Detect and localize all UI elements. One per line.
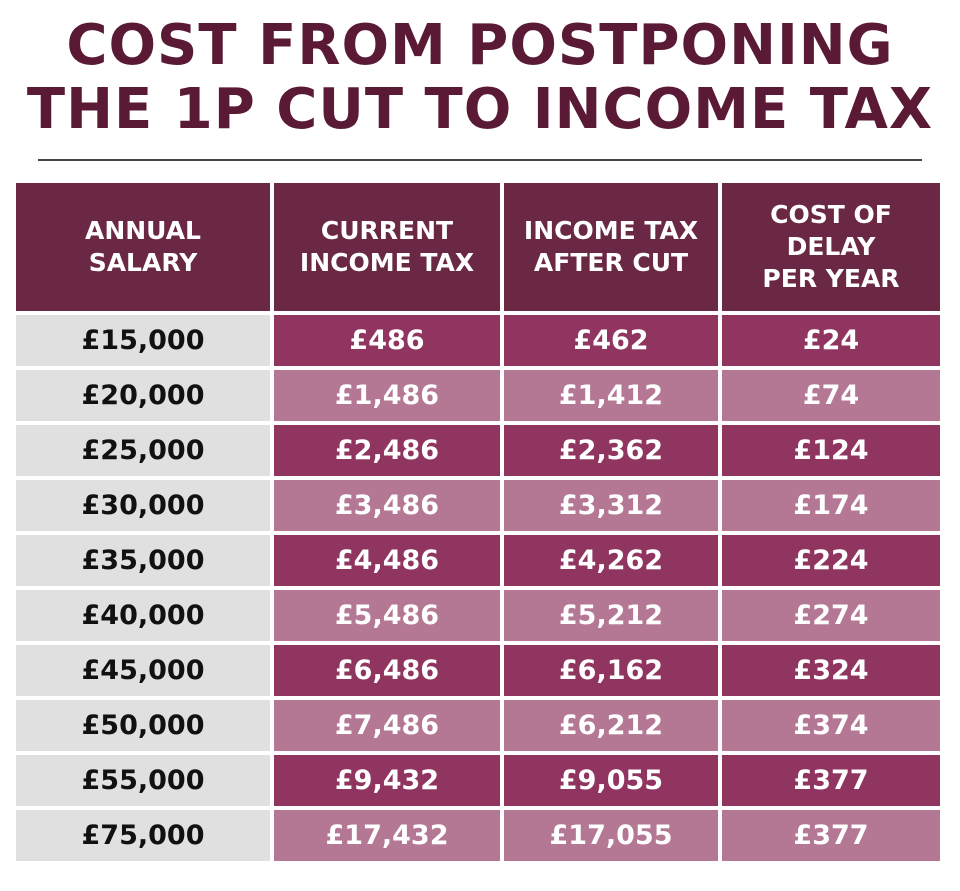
salary-cell: £75,000 xyxy=(16,810,270,861)
salary-cell: £15,000 xyxy=(16,315,270,366)
after-cut-tax-cell: £9,055 xyxy=(504,755,718,806)
salary-cell: £30,000 xyxy=(16,480,270,531)
header-row: ANNUAL SALARY CURRENT INCOME TAX INCOME … xyxy=(16,183,940,311)
cost-of-delay-cell: £124 xyxy=(722,425,940,476)
current-tax-cell: £3,486 xyxy=(274,480,500,531)
salary-cell: £45,000 xyxy=(16,645,270,696)
cost-of-delay-cell: £374 xyxy=(722,700,940,751)
current-tax-cell: £486 xyxy=(274,315,500,366)
table-row: £25,000 £2,486 £2,362 £124 xyxy=(16,425,940,476)
table-row: £50,000 £7,486 £6,212 £374 xyxy=(16,700,940,751)
header-cost-of-delay-line-1: COST OF DELAY xyxy=(770,200,892,261)
header-annual-salary-line-1: ANNUAL xyxy=(84,216,201,245)
table-row: £75,000 £17,432 £17,055 £377 xyxy=(16,810,940,861)
salary-cell: £25,000 xyxy=(16,425,270,476)
table-row: £35,000 £4,486 £4,262 £224 xyxy=(16,535,940,586)
salary-cell: £20,000 xyxy=(16,370,270,421)
cost-of-delay-cell: £324 xyxy=(722,645,940,696)
current-tax-cell: £6,486 xyxy=(274,645,500,696)
title-divider xyxy=(38,159,922,161)
cost-of-delay-cell: £74 xyxy=(722,370,940,421)
header-income-tax-after-cut-line-1: INCOME TAX xyxy=(523,216,699,245)
cost-of-delay-cell: £377 xyxy=(722,810,940,861)
table-row: £15,000 £486 £462 £24 xyxy=(16,315,940,366)
cost-of-delay-cell: £224 xyxy=(722,535,940,586)
header-cost-of-delay: COST OF DELAY PER YEAR xyxy=(722,183,940,311)
after-cut-tax-cell: £4,262 xyxy=(504,535,718,586)
header-current-income-tax-line-2: INCOME TAX xyxy=(299,248,475,277)
cost-of-delay-cell: £174 xyxy=(722,480,940,531)
after-cut-tax-cell: £1,412 xyxy=(504,370,718,421)
table-row: £40,000 £5,486 £5,212 £274 xyxy=(16,590,940,641)
current-tax-cell: £4,486 xyxy=(274,535,500,586)
header-current-income-tax: CURRENT INCOME TAX xyxy=(274,183,500,311)
after-cut-tax-cell: £6,162 xyxy=(504,645,718,696)
table-row: £30,000 £3,486 £3,312 £174 xyxy=(16,480,940,531)
current-tax-cell: £1,486 xyxy=(274,370,500,421)
header-annual-salary: ANNUAL SALARY xyxy=(16,183,270,311)
after-cut-tax-cell: £462 xyxy=(504,315,718,366)
current-tax-cell: £5,486 xyxy=(274,590,500,641)
after-cut-tax-cell: £6,212 xyxy=(504,700,718,751)
cost-of-delay-cell: £377 xyxy=(722,755,940,806)
salary-cell: £55,000 xyxy=(16,755,270,806)
table-row: £20,000 £1,486 £1,412 £74 xyxy=(16,370,940,421)
title-line-1: COST FROM POSTPONING xyxy=(66,13,894,78)
salary-cell: £35,000 xyxy=(16,535,270,586)
after-cut-tax-cell: £17,055 xyxy=(504,810,718,861)
current-tax-cell: £7,486 xyxy=(274,700,500,751)
table-row: £45,000 £6,486 £6,162 £324 xyxy=(16,645,940,696)
cost-of-delay-cell: £274 xyxy=(722,590,940,641)
current-tax-cell: £2,486 xyxy=(274,425,500,476)
cost-of-delay-cell: £24 xyxy=(722,315,940,366)
after-cut-tax-cell: £3,312 xyxy=(504,480,718,531)
current-tax-cell: £17,432 xyxy=(274,810,500,861)
after-cut-tax-cell: £5,212 xyxy=(504,590,718,641)
tax-table: ANNUAL SALARY CURRENT INCOME TAX INCOME … xyxy=(12,179,944,865)
title-line-2: THE 1P CUT TO INCOME TAX xyxy=(26,77,934,142)
after-cut-tax-cell: £2,362 xyxy=(504,425,718,476)
header-income-tax-after-cut-line-2: AFTER CUT xyxy=(533,248,689,277)
current-tax-cell: £9,432 xyxy=(274,755,500,806)
table-row: £55,000 £9,432 £9,055 £377 xyxy=(16,755,940,806)
header-cost-of-delay-line-2: PER YEAR xyxy=(762,264,900,293)
salary-cell: £50,000 xyxy=(16,700,270,751)
header-annual-salary-line-2: SALARY xyxy=(88,248,198,277)
salary-cell: £40,000 xyxy=(16,590,270,641)
header-current-income-tax-line-1: CURRENT xyxy=(320,216,454,245)
chart-title: COST FROM POSTPONING THE 1P CUT TO INCOM… xyxy=(0,14,960,142)
header-income-tax-after-cut: INCOME TAX AFTER CUT xyxy=(504,183,718,311)
